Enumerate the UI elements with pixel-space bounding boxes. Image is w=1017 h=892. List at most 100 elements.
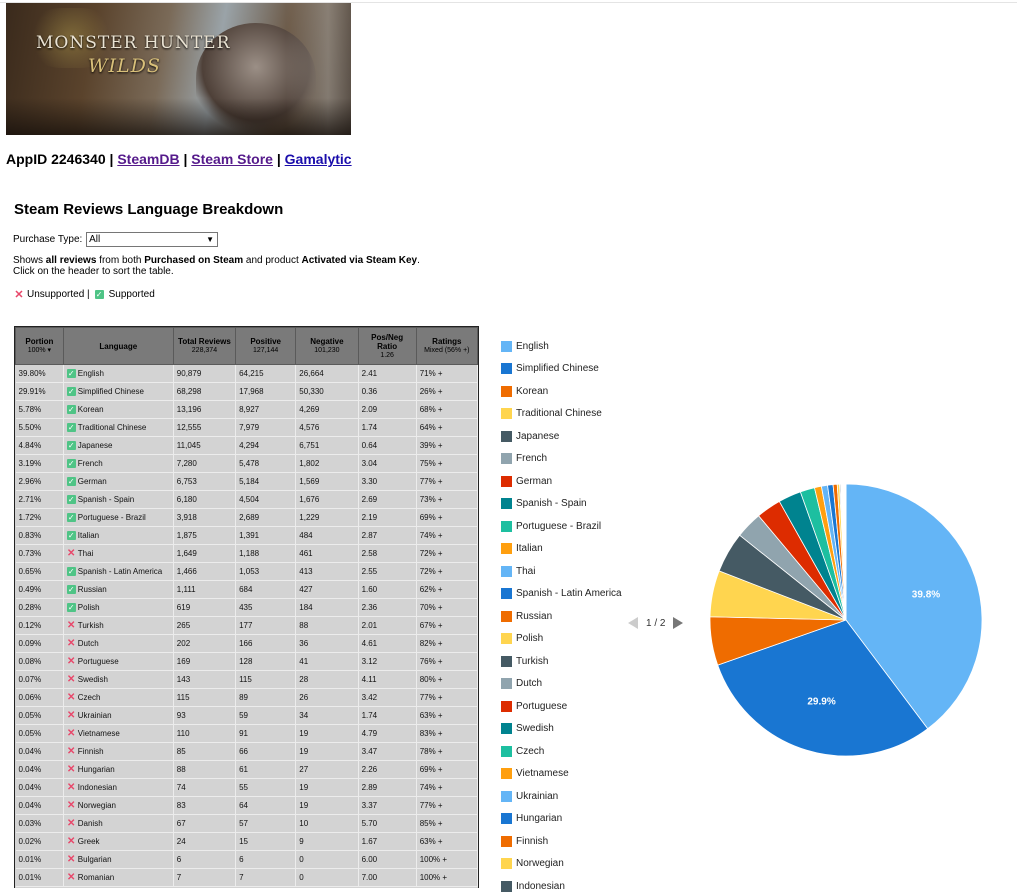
total-reviews-cell: 93	[173, 707, 235, 725]
positive-cell: 55	[236, 779, 296, 797]
ratio-cell: 6.00	[358, 851, 416, 869]
unsupported-icon: ✕	[67, 638, 76, 649]
rating-cell: 72% +	[416, 563, 477, 581]
language-cell: ✕Vietnamese	[63, 725, 173, 743]
portion-cell: 0.04%	[16, 761, 64, 779]
legend-label: Thai	[516, 566, 535, 577]
positive-cell: 15	[236, 833, 296, 851]
legend-item[interactable]: Polish	[501, 633, 543, 645]
legend-item[interactable]: Korean	[501, 385, 548, 397]
legend-item[interactable]: German	[501, 475, 552, 487]
language-cell: ✓German	[63, 473, 173, 491]
language-cell: ✓Portuguese - Brazil	[63, 509, 173, 527]
language-cell: ✓Polish	[63, 599, 173, 617]
legend-item[interactable]: Dutch	[501, 678, 542, 690]
ratio-cell: 3.42	[358, 689, 416, 707]
legend-item[interactable]: Swedish	[501, 723, 554, 735]
negative-cell: 19	[296, 797, 358, 815]
legend-swatch	[501, 791, 512, 802]
legend-item[interactable]: Simplified Chinese	[501, 363, 599, 375]
steam-store-link[interactable]: Steam Store	[191, 151, 273, 167]
portion-cell: 5.50%	[16, 419, 64, 437]
language-cell: ✓Traditional Chinese	[63, 419, 173, 437]
portion-cell: 3.19%	[16, 455, 64, 473]
legend-swatch	[501, 566, 512, 577]
portion-cell: 0.73%	[16, 545, 64, 563]
legend-item[interactable]: Thai	[501, 565, 535, 577]
ratio-cell: 3.12	[358, 653, 416, 671]
legend-swatch	[501, 453, 512, 464]
reviews-pie-chart: 39.8%29.9%	[700, 478, 990, 763]
portion-cell: 0.05%	[16, 707, 64, 725]
legend-item[interactable]: Italian	[501, 543, 543, 555]
app-id: AppID 2246340	[6, 151, 106, 167]
legend-item[interactable]: Spanish - Spain	[501, 498, 587, 510]
positive-cell: 435	[236, 599, 296, 617]
pager-next-icon[interactable]	[673, 617, 683, 629]
rating-cell: 75% +	[416, 455, 477, 473]
language-cell: ✕Hungarian	[63, 761, 173, 779]
legend-item[interactable]: Vietnamese	[501, 768, 569, 780]
ratio-cell: 2.26	[358, 761, 416, 779]
language-cell: ✓Korean	[63, 401, 173, 419]
legend-item[interactable]: Norwegian	[501, 858, 564, 870]
language-cell: ✓French	[63, 455, 173, 473]
language-cell: ✕Norwegian	[63, 797, 173, 815]
supported-icon: ✓	[67, 603, 76, 612]
gamalytic-link[interactable]: Gamalytic	[285, 151, 352, 167]
legend-swatch	[501, 746, 512, 757]
supported-icon: ✓	[67, 441, 76, 450]
legend-item[interactable]: Portuguese	[501, 700, 567, 712]
steamdb-link[interactable]: SteamDB	[117, 151, 179, 167]
positive-cell: 8,927	[236, 401, 296, 419]
portion-cell: 0.04%	[16, 797, 64, 815]
unsupported-icon: ✕	[67, 800, 76, 811]
legend-item[interactable]: Portuguese - Brazil	[501, 520, 601, 532]
ratio-cell: 4.61	[358, 635, 416, 653]
legend-item[interactable]: Indonesian	[501, 880, 565, 892]
legend-swatch	[501, 408, 512, 419]
language-cell: ✕Finnish	[63, 743, 173, 761]
legend-item[interactable]: Spanish - Latin America	[501, 588, 622, 600]
rating-cell: 100% +	[416, 851, 477, 869]
legend-swatch	[501, 588, 512, 599]
negative-cell: 26	[296, 689, 358, 707]
language-cell: ✕Ukrainian	[63, 707, 173, 725]
legend-swatch	[501, 656, 512, 667]
legend-item[interactable]: English	[501, 340, 549, 352]
language-cell: ✓Simplified Chinese	[63, 383, 173, 401]
legend-item[interactable]: French	[501, 453, 547, 465]
pager-prev-icon[interactable]	[628, 617, 638, 629]
legend-item[interactable]: Traditional Chinese	[501, 408, 602, 420]
total-reviews-cell: 85	[173, 743, 235, 761]
legend-item[interactable]: Turkish	[501, 655, 548, 667]
legend-swatch	[501, 768, 512, 779]
portion-cell: 0.28%	[16, 599, 64, 617]
legend-label: Indonesian	[516, 881, 565, 892]
legend-label: Swedish	[516, 723, 554, 734]
legend-item[interactable]: Finnish	[501, 835, 548, 847]
legend-item[interactable]: Ukrainian	[501, 790, 558, 802]
portion-cell: 0.12%	[16, 617, 64, 635]
legend-item[interactable]: Hungarian	[501, 813, 562, 825]
purchase-type-select[interactable]: All ▼	[86, 232, 218, 247]
legend-item[interactable]: Japanese	[501, 430, 559, 442]
legend-item[interactable]: Czech	[501, 745, 544, 757]
legend-item[interactable]: Russian	[501, 610, 552, 622]
sort-hint: Click on the header to sort the table.	[13, 266, 420, 277]
pie-data-label: 39.8%	[912, 589, 940, 600]
column-header-language[interactable]: Language	[63, 328, 173, 365]
ratio-cell: 0.64	[358, 437, 416, 455]
negative-cell: 36	[296, 635, 358, 653]
